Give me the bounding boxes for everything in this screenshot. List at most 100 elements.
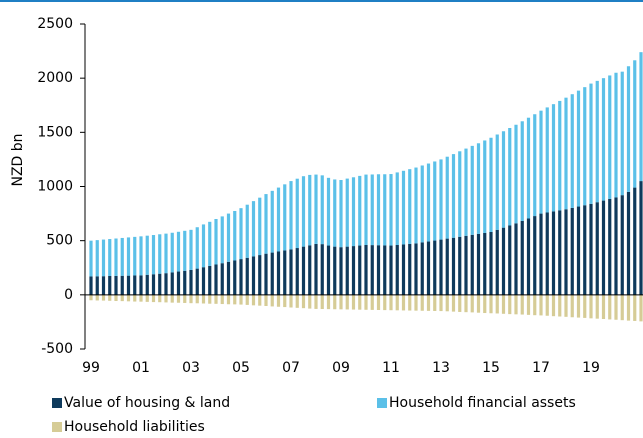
y-tick-label: 500 [46, 233, 73, 249]
bar-segment [276, 294, 281, 307]
bar-segment [208, 265, 212, 295]
bar-segment [320, 294, 324, 310]
bar-segment [220, 294, 224, 305]
bar-segment [483, 294, 487, 314]
bar-segment [626, 191, 631, 295]
bar-segment [289, 181, 293, 250]
bar-segment [470, 234, 474, 295]
bar-segment [514, 294, 518, 315]
bar-segment [301, 246, 306, 295]
bar-segment [445, 294, 449, 312]
bar-segment [151, 235, 156, 275]
bar-segment [545, 212, 549, 295]
bar-segment [489, 232, 493, 295]
bar-segment [558, 294, 562, 317]
bar-segment [264, 294, 268, 306]
bar-segment [201, 294, 206, 304]
bar-segment [539, 294, 543, 316]
bar-segment [533, 216, 537, 295]
bar-segment [570, 294, 574, 318]
bar-segment [145, 235, 149, 275]
bar-segment [639, 294, 643, 322]
bar-segment [133, 236, 137, 276]
bar-segment [320, 244, 324, 295]
bar-segment [283, 250, 287, 295]
bar-segment [314, 294, 318, 309]
x-tick-label: 99 [82, 360, 100, 376]
bar-segment [389, 174, 393, 246]
bar-segment [608, 75, 612, 199]
bar-segment [439, 294, 443, 312]
bar-segment [401, 244, 406, 295]
bar-segment [520, 220, 524, 295]
bar-segment [333, 179, 337, 247]
bar-segment [476, 143, 481, 234]
bar-segment [239, 259, 243, 295]
bar-segment [151, 274, 156, 295]
bar-segment [358, 245, 362, 295]
bar-segment [401, 294, 406, 311]
bar-segment [139, 275, 143, 295]
bar-segment [345, 178, 349, 247]
bar-segment [339, 247, 343, 295]
bar-segment [464, 294, 468, 313]
bar-segment [389, 294, 393, 311]
bar-segment [358, 294, 362, 310]
bar-segment [214, 294, 218, 304]
bar-segment [133, 294, 137, 302]
bar-segment [395, 245, 399, 295]
bar-segment [451, 237, 456, 295]
bar-segment [101, 294, 106, 301]
bar-segment [614, 72, 618, 198]
bar-segment [420, 294, 424, 311]
bar-segment [226, 294, 231, 305]
bar-segment [351, 246, 356, 295]
bar-segment [614, 197, 618, 295]
legend-label: Household financial assets [389, 395, 576, 411]
bar-segment [433, 161, 437, 241]
bar-segment [564, 294, 568, 317]
bar-segment [601, 78, 606, 201]
bar-segment [189, 269, 193, 295]
bar-segment [495, 294, 499, 314]
bar-segment [364, 245, 368, 295]
legend-swatch [52, 422, 62, 432]
bar-segment [376, 174, 381, 246]
bar-segment [614, 294, 618, 320]
bar-segment [576, 90, 581, 207]
bar-segment [251, 294, 256, 306]
bar-segment [364, 294, 368, 310]
bar-segment [164, 273, 168, 295]
bar-segment [545, 294, 549, 316]
bar-segment [539, 213, 543, 295]
bar-segment [214, 219, 218, 265]
bar-segment [333, 246, 337, 295]
x-tick-label: 01 [132, 360, 150, 376]
bar-segment [233, 260, 237, 295]
bar-segment [589, 83, 593, 204]
bar-segment [414, 243, 418, 295]
bar-segment [145, 274, 149, 295]
bar-segment [558, 210, 562, 295]
bar-segment [526, 218, 531, 295]
bar-segment [514, 124, 518, 224]
bar-segment [526, 117, 531, 219]
bar-segment [620, 195, 624, 295]
bar-segment [364, 174, 368, 245]
bar-segment [358, 175, 362, 246]
bar-segment [420, 242, 424, 295]
bar-segment [533, 294, 537, 316]
bar-segment [270, 294, 274, 307]
bar-segment [276, 187, 281, 252]
legend-label: Value of housing & land [64, 395, 230, 411]
bar-segment [589, 294, 593, 319]
bar-segment [170, 294, 174, 303]
x-tick-label: 11 [382, 360, 400, 376]
bar-segment [126, 237, 131, 276]
bar-segment [151, 294, 156, 303]
bar-segment [458, 151, 462, 237]
bar-segment [508, 128, 512, 226]
bar-segment [220, 263, 224, 295]
bar-segment [89, 294, 93, 301]
bar-segment [351, 294, 356, 310]
